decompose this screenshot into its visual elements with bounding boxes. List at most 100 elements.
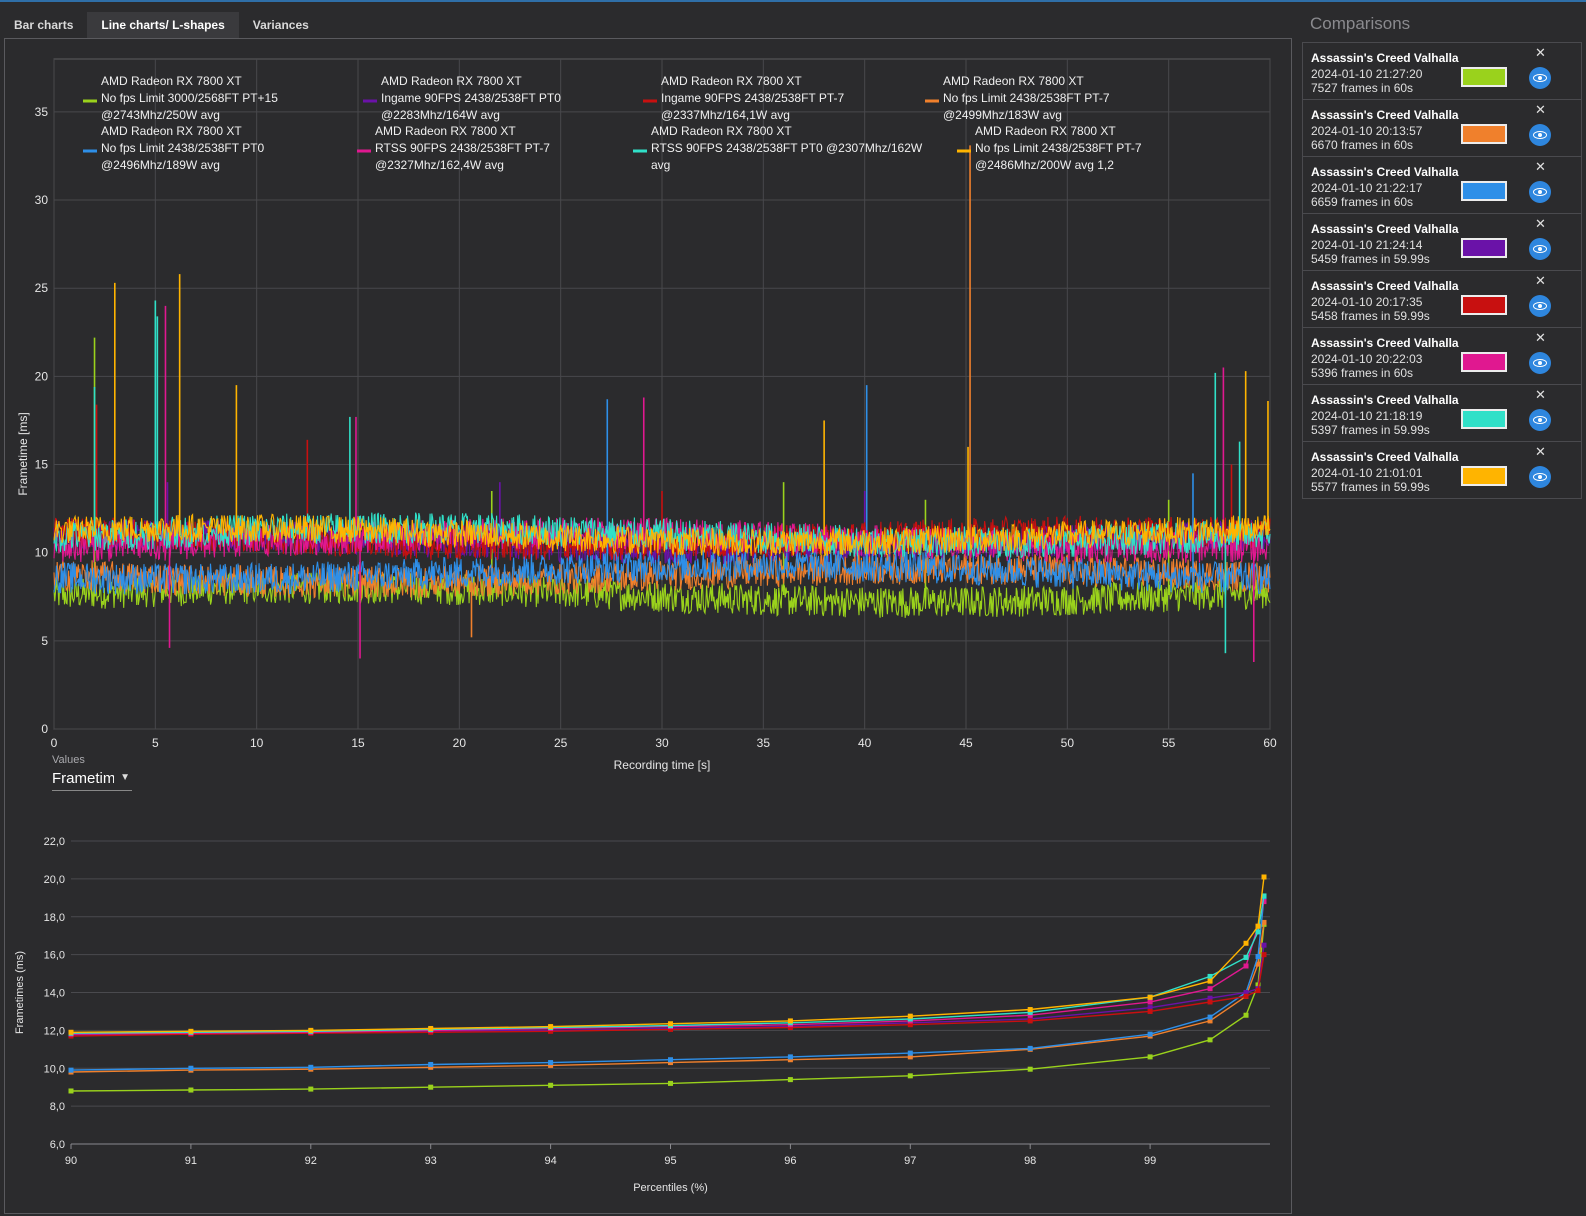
series-point xyxy=(188,1065,194,1071)
y-axis-label: Frametimes (ms) xyxy=(14,951,26,1034)
color-swatch[interactable] xyxy=(1461,352,1507,372)
legend-entry-text: No fps Limit 2438/2538FT PT-7 xyxy=(943,91,1110,105)
eye-icon[interactable] xyxy=(1529,67,1551,89)
comparison-frames: 5577 frames in 59.99s xyxy=(1311,480,1430,494)
values-dropdown[interactable]: Frametimes ▼ xyxy=(52,770,132,791)
series-point xyxy=(428,1064,434,1070)
series-point xyxy=(787,1077,793,1083)
close-icon[interactable]: ✕ xyxy=(1535,102,1546,117)
x-tick-label: 90 xyxy=(65,1155,77,1167)
comparison-frames: 6659 frames in 60s xyxy=(1311,195,1414,209)
series-point xyxy=(428,1084,434,1090)
legend-entry-text: RTSS 90FPS 2438/2538FT PT0 @2307Mhz/162W xyxy=(651,141,923,155)
close-icon[interactable]: ✕ xyxy=(1535,45,1546,60)
color-swatch[interactable] xyxy=(1461,124,1507,144)
series-point xyxy=(1261,899,1267,905)
legend-entry-text: Ingame 90FPS 2438/2538FT PT0 xyxy=(381,91,561,105)
x-tick-label: 20 xyxy=(453,736,467,750)
x-tick-label: 50 xyxy=(1061,736,1075,750)
x-tick-label: 45 xyxy=(959,736,973,750)
series-point xyxy=(1147,994,1153,1000)
series-point xyxy=(787,1018,793,1024)
color-swatch[interactable] xyxy=(1461,466,1507,486)
y-tick-label: 6,0 xyxy=(50,1139,65,1151)
x-tick-label: 25 xyxy=(554,736,568,750)
legend-entry-text: @2499Mhz/183W avg xyxy=(943,108,1062,122)
close-icon[interactable]: ✕ xyxy=(1535,273,1546,288)
series-point xyxy=(787,1054,793,1060)
legend-entry-text: @2283Mhz/164W avg xyxy=(381,108,500,122)
legend-entry-text: @2486Mhz/200W avg 1,2 xyxy=(975,158,1114,172)
legend-entry-text: avg xyxy=(651,158,670,172)
tab-bar-charts[interactable]: Bar charts xyxy=(14,18,74,32)
color-swatch[interactable] xyxy=(1461,409,1507,429)
series-point xyxy=(907,1013,913,1019)
eye-icon[interactable] xyxy=(1529,409,1551,431)
eye-icon[interactable] xyxy=(1529,238,1551,260)
eye-icon[interactable] xyxy=(1529,295,1551,317)
x-tick-label: 35 xyxy=(757,736,771,750)
eye-icon[interactable] xyxy=(1529,181,1551,203)
comparison-frames: 6670 frames in 60s xyxy=(1311,138,1414,152)
series-point xyxy=(1261,942,1267,948)
color-swatch[interactable] xyxy=(1461,67,1507,87)
eye-icon[interactable] xyxy=(1529,352,1551,374)
x-tick-label: 97 xyxy=(904,1155,916,1167)
close-icon[interactable]: ✕ xyxy=(1535,330,1546,345)
values-label: Values xyxy=(52,754,85,766)
comparison-card: Assassin's Creed Valhalla 2024-01-10 21:… xyxy=(1302,214,1582,271)
series-point xyxy=(1147,1031,1153,1037)
y-tick-label: 16,0 xyxy=(44,950,65,962)
eye-icon[interactable] xyxy=(1529,466,1551,488)
comparison-card: Assassin's Creed Valhalla 2024-01-10 20:… xyxy=(1302,271,1582,328)
series-point xyxy=(1255,961,1261,967)
values-dropdown-value: Frametimes xyxy=(52,770,114,787)
tab-variances[interactable]: Variances xyxy=(252,18,309,32)
y-axis-label: Frametime [ms] xyxy=(16,412,30,495)
series-point xyxy=(1027,1066,1033,1072)
series-point xyxy=(308,1027,314,1033)
series-point xyxy=(308,1064,314,1070)
series-point xyxy=(68,1029,74,1035)
comparison-game: Assassin's Creed Valhalla xyxy=(1311,51,1459,65)
x-tick-label: 99 xyxy=(1144,1155,1156,1167)
close-icon[interactable]: ✕ xyxy=(1535,216,1546,231)
series-point xyxy=(1261,874,1267,880)
y-tick-label: 20 xyxy=(35,369,49,383)
tab-line-charts[interactable]: Line charts/ L-shapes xyxy=(87,12,239,38)
color-swatch[interactable] xyxy=(1461,238,1507,258)
series-line xyxy=(70,895,1265,1034)
series-point xyxy=(1243,1012,1249,1018)
series-point xyxy=(68,1067,74,1073)
x-tick-label: 55 xyxy=(1162,736,1176,750)
series-point xyxy=(428,1025,434,1031)
color-swatch[interactable] xyxy=(1461,295,1507,315)
y-tick-label: 0 xyxy=(41,722,48,736)
series-line xyxy=(70,901,1265,1035)
comparison-date: 2024-01-10 20:13:57 xyxy=(1311,124,1423,138)
percentile-chart: 6,0 8,0 10,0 12,0 14,0 16,0 18,0 20,0 22,0 90 91 92… xyxy=(14,836,1270,1194)
series-point xyxy=(428,1061,434,1067)
series-point xyxy=(787,1057,793,1063)
series-point xyxy=(668,1080,673,1086)
close-icon[interactable]: ✕ xyxy=(1535,387,1546,402)
series-point xyxy=(907,1022,913,1028)
series-point xyxy=(1207,986,1213,992)
y-tick-label: 25 xyxy=(35,281,49,295)
y-tick-label: 20,0 xyxy=(44,874,65,886)
x-tick-label: 5 xyxy=(152,736,159,750)
x-tick-label: 91 xyxy=(185,1155,197,1167)
x-tick-label: 96 xyxy=(784,1155,796,1167)
close-icon[interactable]: ✕ xyxy=(1535,444,1546,459)
series-point xyxy=(1147,1008,1153,1014)
eye-icon[interactable] xyxy=(1529,124,1551,146)
comparison-frames: 5458 frames in 59.99s xyxy=(1311,309,1430,323)
comparison-frames: 7527 frames in 60s xyxy=(1311,81,1414,95)
close-icon[interactable]: ✕ xyxy=(1535,159,1546,174)
legend-entry-text: @2496Mhz/189W avg xyxy=(101,158,220,172)
frametime-chart: 0 5 10 15 20 25 30 35 40 45 50 55 60 0 5 10 15 20 25 30 35 Re… xyxy=(16,58,1277,772)
y-tick-label: 22,0 xyxy=(44,836,65,848)
comparison-game: Assassin's Creed Valhalla xyxy=(1311,108,1459,122)
series-point xyxy=(1027,1009,1033,1015)
color-swatch[interactable] xyxy=(1461,181,1507,201)
